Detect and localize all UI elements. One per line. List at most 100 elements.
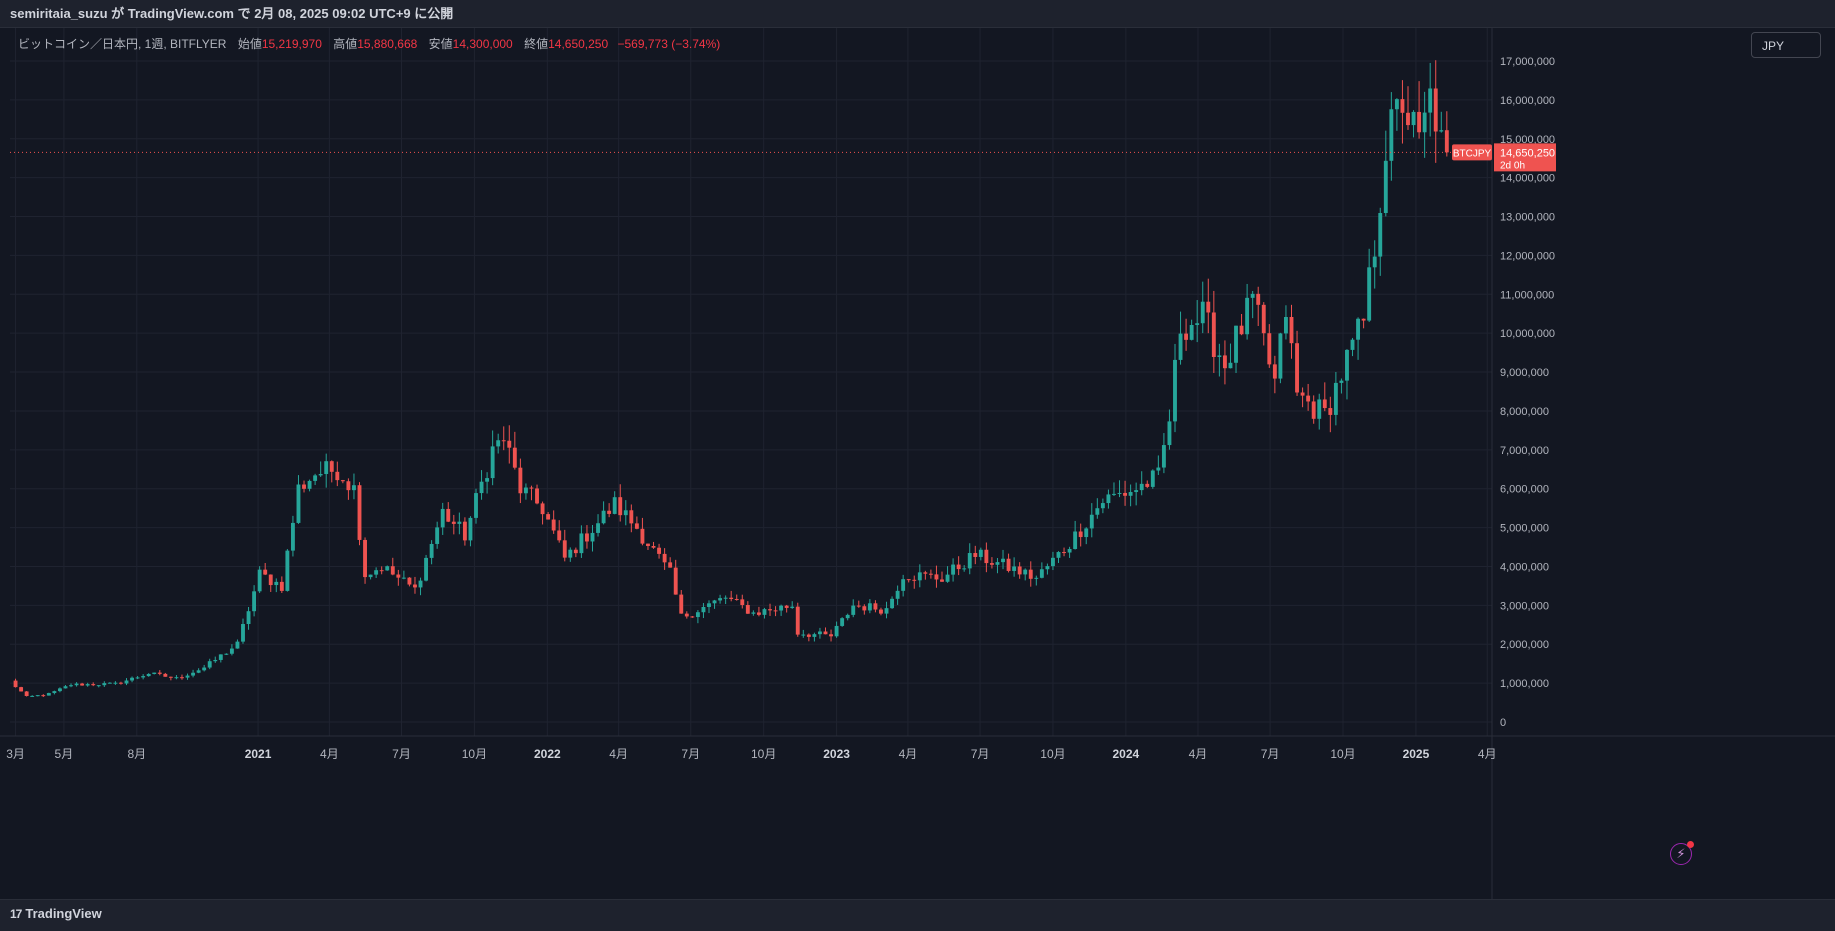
x-tick-label: 4月 xyxy=(320,747,339,761)
candle xyxy=(618,484,623,522)
candle xyxy=(1006,553,1011,573)
candle-body xyxy=(429,543,434,558)
brand-name: TradingView xyxy=(25,906,102,921)
candle xyxy=(1333,372,1338,426)
candle-body xyxy=(1422,112,1427,133)
candle-body xyxy=(1345,349,1349,381)
candle-body xyxy=(1073,531,1078,549)
candle-body xyxy=(590,532,595,542)
candle xyxy=(1134,482,1139,506)
candle xyxy=(873,600,878,613)
candle xyxy=(30,695,35,697)
candle-body xyxy=(1367,267,1372,321)
chart-svg[interactable]: 17,000,000 16,000,000 15,000,000 14,000,000… xyxy=(0,28,1835,899)
candle-body xyxy=(218,654,223,660)
published-text: semiritaia_suzu が TradingView.com で 2月 0… xyxy=(10,6,454,21)
candle xyxy=(1078,523,1083,547)
candle xyxy=(474,488,478,524)
candle xyxy=(207,658,212,670)
candle xyxy=(673,559,678,595)
candle xyxy=(124,678,129,686)
candle-body xyxy=(917,572,922,581)
price-tag-symbol-bg xyxy=(1452,144,1492,161)
y-tick-label: 16,000,000 xyxy=(1500,95,1555,107)
candle xyxy=(1272,355,1277,394)
candle xyxy=(579,525,584,558)
candle-body xyxy=(684,613,689,617)
candle-body xyxy=(834,625,839,637)
candle xyxy=(562,529,567,562)
candle xyxy=(35,695,40,697)
flash-icon[interactable]: ⚡ xyxy=(1670,841,1694,865)
candle-body xyxy=(734,598,739,600)
candle-body xyxy=(1250,293,1255,298)
x-tick-label: 7月 xyxy=(971,747,990,761)
candle-body xyxy=(840,618,845,626)
candle xyxy=(1406,86,1410,130)
candle xyxy=(468,516,473,547)
candle-body xyxy=(324,461,329,475)
candle-body xyxy=(1272,364,1277,379)
candle xyxy=(130,676,134,683)
candle-body xyxy=(1311,401,1316,419)
low-label: 安値 xyxy=(428,37,453,51)
candle xyxy=(224,653,229,656)
candle-body xyxy=(634,523,639,529)
candle-body xyxy=(202,667,207,671)
candle-body xyxy=(729,597,734,599)
candle-body xyxy=(1167,421,1172,446)
candle xyxy=(213,656,218,663)
candle-body xyxy=(135,677,140,679)
candle-body xyxy=(951,564,956,575)
candle xyxy=(596,514,600,537)
candle xyxy=(352,473,356,500)
candle xyxy=(324,453,329,488)
candle-body xyxy=(374,570,379,575)
x-tick-label: 3月 xyxy=(6,747,25,761)
candle-body xyxy=(529,487,534,489)
candle xyxy=(940,571,944,582)
candle xyxy=(13,678,18,688)
candle xyxy=(501,426,506,451)
x-tick-label: 7月 xyxy=(1261,747,1280,761)
candle-body xyxy=(612,497,617,514)
candle xyxy=(1161,433,1166,474)
tradingview-brand[interactable]: 17 TradingView xyxy=(10,906,102,921)
candle-body xyxy=(1206,301,1211,313)
candle-body xyxy=(496,440,501,447)
price-tag-countdown: 2d 0h xyxy=(1500,160,1525,171)
candle-body xyxy=(956,564,961,570)
candle-body xyxy=(784,605,789,608)
notification-dot xyxy=(1687,841,1694,848)
candle-body xyxy=(263,569,268,575)
change-value: −569,773 (−3.74%) xyxy=(617,37,721,51)
candle xyxy=(1400,80,1405,144)
candle-body xyxy=(52,691,57,694)
candle-body xyxy=(1006,558,1011,571)
candle xyxy=(1167,409,1172,450)
candle xyxy=(1200,281,1205,334)
candle xyxy=(540,501,545,525)
candle-body xyxy=(352,485,356,491)
chart-area[interactable]: 17,000,000 16,000,000 15,000,000 14,000,000… xyxy=(0,28,1835,899)
candle xyxy=(967,543,972,575)
candle-body xyxy=(1306,395,1311,402)
currency-button[interactable]: JPY xyxy=(1751,32,1821,58)
candle xyxy=(912,575,917,589)
candle-body xyxy=(24,691,29,697)
candle xyxy=(718,594,723,604)
candle-body xyxy=(329,461,334,472)
candle-body xyxy=(1012,566,1017,571)
candle xyxy=(41,694,46,698)
candle-body xyxy=(302,484,306,489)
candle-body xyxy=(562,540,567,558)
candle xyxy=(1112,482,1116,497)
candle-body xyxy=(213,659,218,662)
candle-body xyxy=(1361,318,1366,321)
candle-body xyxy=(457,521,462,524)
candle-body xyxy=(224,653,229,655)
candle xyxy=(196,668,201,674)
candle xyxy=(1250,290,1255,319)
candle-body xyxy=(396,574,401,578)
candle xyxy=(1039,562,1044,579)
